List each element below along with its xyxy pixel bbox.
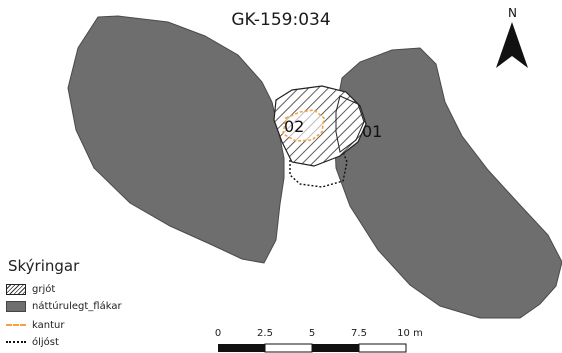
natural-area-right — [333, 47, 562, 319]
scale-label: 2.5 — [257, 328, 273, 339]
scale-label: 5 — [308, 328, 316, 339]
legend-label: óljóst — [32, 336, 59, 348]
scale-bar — [218, 343, 407, 353]
legend-title: Skýringar — [8, 257, 80, 275]
scale-label: 0 — [214, 328, 222, 339]
legend-label: kantur — [32, 319, 65, 331]
legend-label: náttúrulegt_flákar — [32, 300, 122, 312]
legend-item-rock: grjót — [6, 282, 55, 296]
legend-item-edge: kantur — [6, 318, 64, 332]
map-title: GK-159:034 — [231, 10, 331, 30]
black-dotted-line-icon — [6, 341, 26, 343]
scale-label: 10 m — [397, 328, 423, 339]
parcel-01-outline — [335, 95, 365, 153]
natural-area-left — [67, 15, 285, 264]
edge-line — [282, 109, 325, 142]
legend-label: grjót — [32, 283, 56, 295]
gray-fill-swatch-icon — [6, 300, 26, 312]
legend-item-uncertain: óljóst — [6, 335, 59, 349]
parcel-label-02: 02 — [284, 117, 305, 136]
north-label: N — [508, 6, 517, 20]
hatched-swatch-icon — [6, 283, 26, 295]
legend-item-natural-area: náttúrulegt_flákar — [6, 299, 122, 313]
orange-dashed-line-icon — [6, 324, 26, 326]
parcel-label-01: 01 — [362, 122, 383, 141]
scale-label: 7.5 — [351, 328, 367, 339]
north-arrow-icon — [496, 22, 528, 68]
